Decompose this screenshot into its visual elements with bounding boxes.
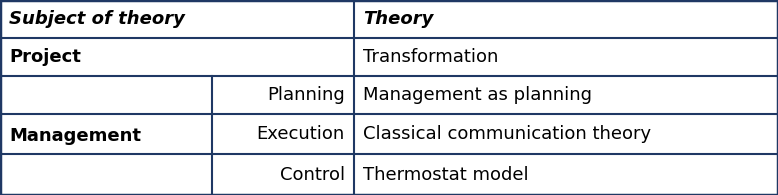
Text: Management: Management [9, 127, 142, 144]
Text: Classical communication theory: Classical communication theory [363, 125, 651, 143]
Text: Control: Control [279, 166, 345, 183]
Text: Transformation: Transformation [363, 48, 499, 66]
Text: Theory: Theory [363, 10, 433, 28]
Text: Execution: Execution [257, 125, 345, 143]
Text: Management as planning: Management as planning [363, 86, 592, 104]
Text: Thermostat model: Thermostat model [363, 166, 529, 183]
Text: Subject of theory: Subject of theory [9, 10, 185, 28]
Text: Planning: Planning [267, 86, 345, 104]
Text: Project: Project [9, 48, 81, 66]
